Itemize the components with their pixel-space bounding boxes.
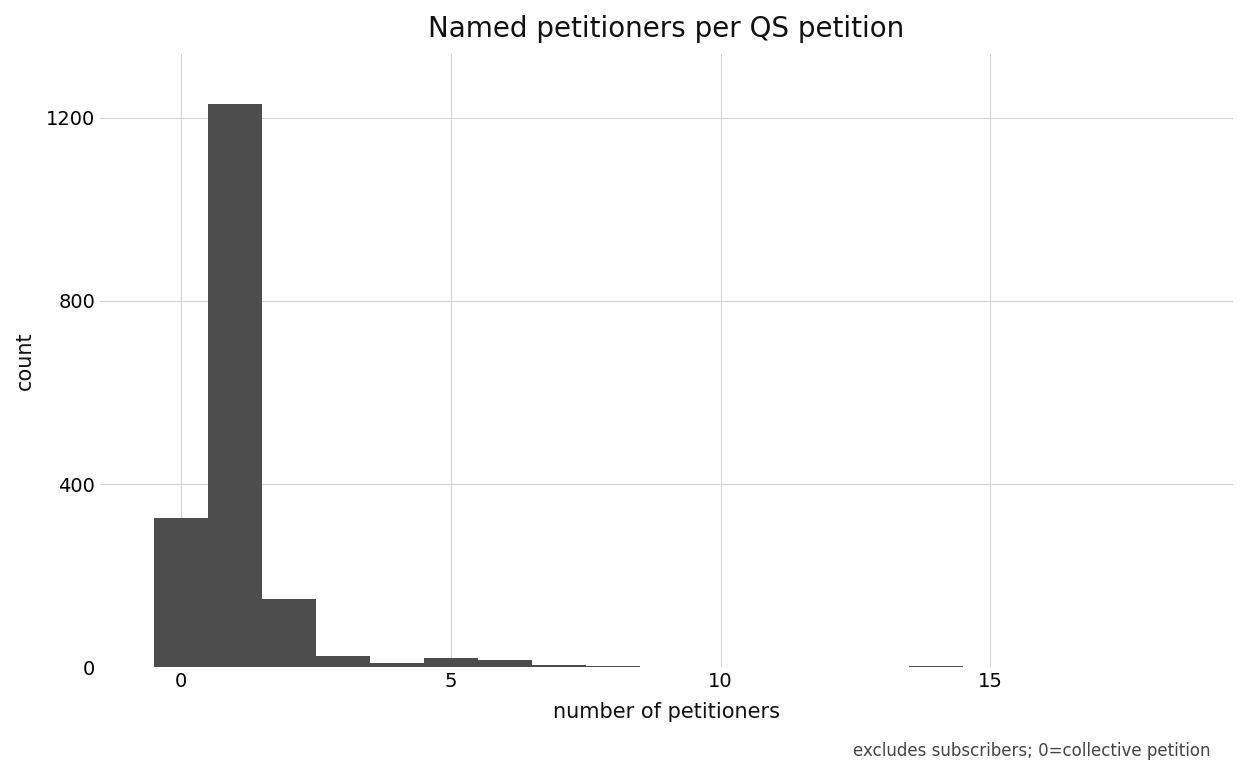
X-axis label: number of petitioners: number of petitioners bbox=[553, 702, 780, 722]
Bar bbox=[262, 598, 316, 667]
Bar bbox=[316, 656, 369, 667]
Text: excludes subscribers; 0=collective petition: excludes subscribers; 0=collective petit… bbox=[854, 743, 1211, 760]
Y-axis label: count: count bbox=[15, 331, 35, 390]
Bar bbox=[424, 658, 478, 667]
Bar bbox=[155, 518, 208, 667]
Bar bbox=[532, 665, 585, 667]
Bar bbox=[369, 663, 424, 667]
Title: Named petitioners per QS petition: Named petitioners per QS petition bbox=[428, 15, 905, 43]
Bar bbox=[208, 104, 262, 667]
Bar bbox=[478, 660, 532, 667]
Bar bbox=[585, 666, 640, 667]
